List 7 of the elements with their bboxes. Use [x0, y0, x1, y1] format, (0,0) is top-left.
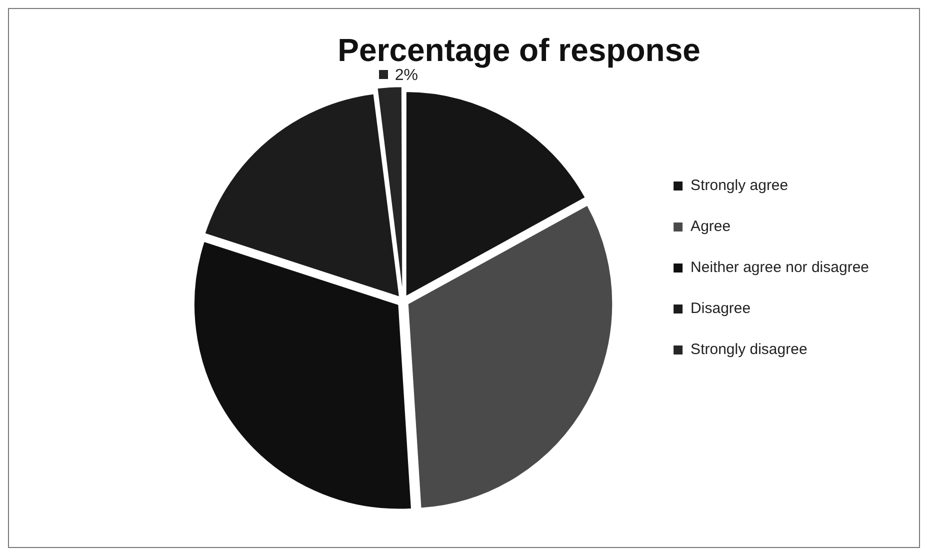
legend-label: Agree — [690, 218, 731, 236]
data-label: 2% — [394, 66, 418, 84]
legend-label: Neither agree nor disagree — [690, 259, 870, 276]
chart-title: Percentage of response — [338, 32, 700, 68]
legend-label: Strongly disagree — [690, 341, 808, 358]
legend-label: Disagree — [690, 300, 751, 318]
legend-label: Strongly agree — [690, 177, 788, 194]
